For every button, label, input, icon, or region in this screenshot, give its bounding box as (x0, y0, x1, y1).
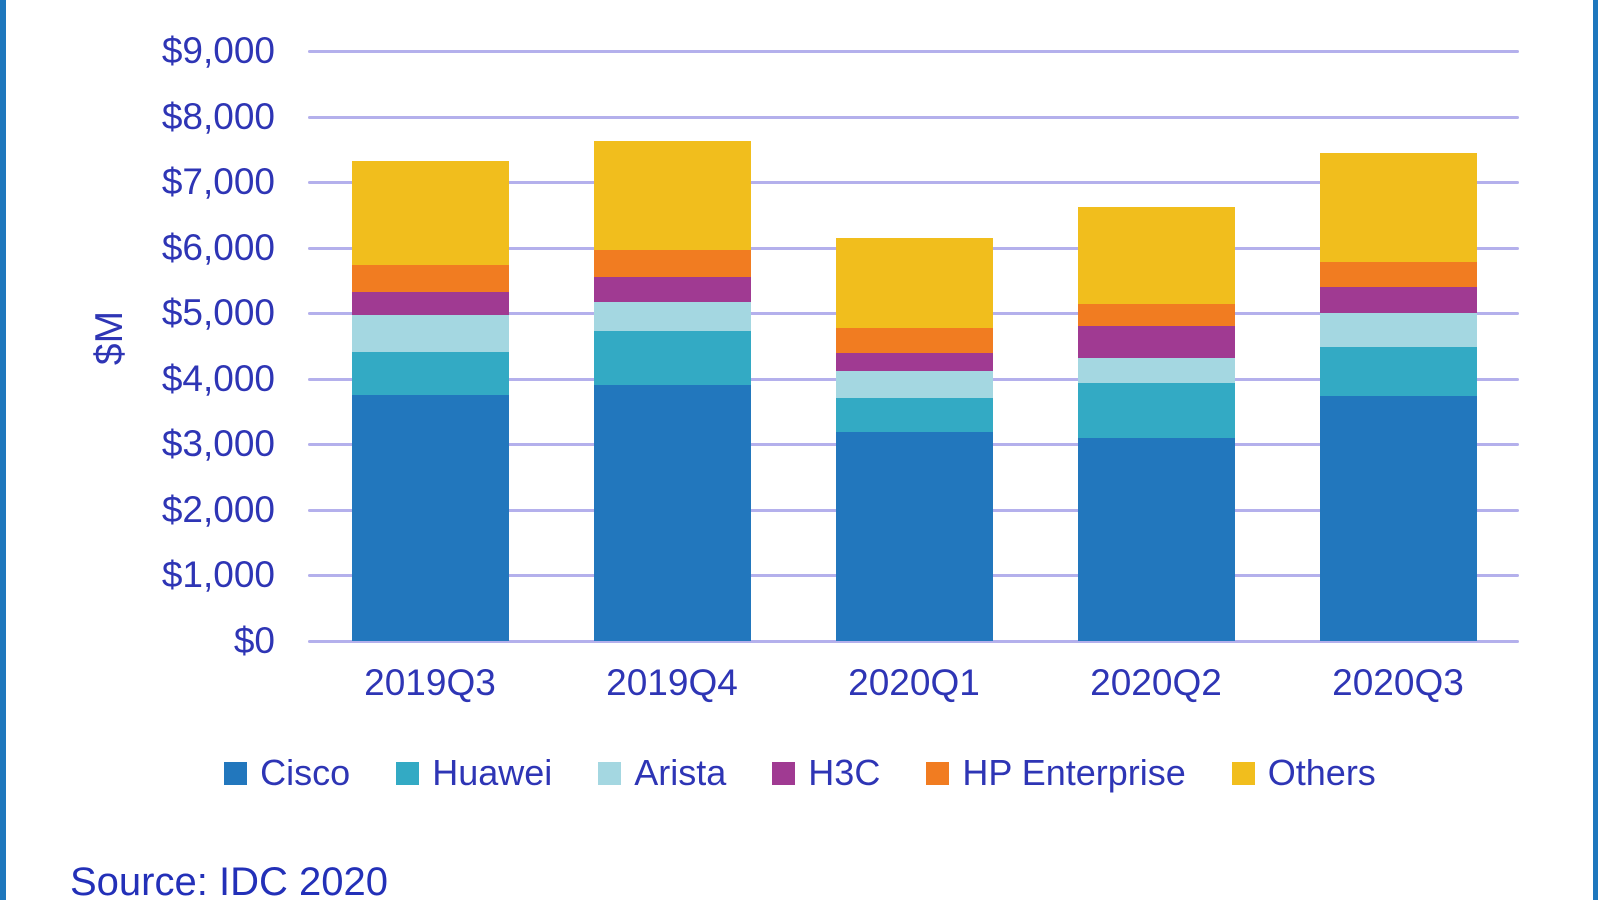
x-category-label-2020Q3: 2020Q3 (1332, 662, 1464, 703)
bar-segment-cisco-2020Q2 (1077, 438, 1235, 641)
y-axis-title: $M (88, 310, 131, 366)
bar-segment-hp-enterprise-2019Q3 (351, 265, 509, 293)
legend-label-cisco: Cisco (260, 752, 351, 793)
legend-label-others: Others (1267, 752, 1376, 793)
bar-segment-huawei-2020Q2 (1077, 383, 1235, 439)
y-tick-label: $0 (233, 620, 275, 661)
gridline-7000 (308, 181, 1519, 185)
legend-label-huawei: Huawei (432, 752, 553, 793)
bar-segment-huawei-2019Q3 (351, 351, 509, 396)
bar-segment-huawei-2020Q1 (835, 398, 993, 432)
x-category-label-2019Q4: 2019Q4 (606, 662, 738, 703)
legend-label-h3c: H3C (808, 752, 881, 793)
gridline-8000 (308, 115, 1519, 119)
bar-segment-others-2019Q4 (593, 141, 751, 251)
legend-swatch-hp-enterprise (926, 761, 950, 785)
bar-segment-hp-enterprise-2020Q1 (835, 328, 993, 354)
legend-item-h3c: H3C (772, 752, 880, 794)
bar-segment-hp-enterprise-2020Q3 (1319, 262, 1477, 287)
legend-swatch-others (1231, 761, 1255, 785)
y-tick-label: $7,000 (161, 161, 275, 203)
legend-item-cisco: Cisco (224, 752, 350, 794)
source-note: Source: IDC 2020 (70, 860, 388, 904)
legend-item-others: Others (1231, 752, 1376, 794)
legend-item-hp-enterprise: HP Enterprise (926, 752, 1186, 794)
x-category-label-2020Q2: 2020Q2 (1090, 662, 1222, 703)
bar-segment-cisco-2019Q4 (593, 385, 751, 641)
legend: Cisco Huawei Arista H3C HP Enterprise Others (0, 752, 1600, 794)
bar-segment-huawei-2019Q4 (593, 330, 751, 386)
bar-segment-cisco-2019Q3 (351, 395, 509, 641)
bar-segment-hp-enterprise-2020Q2 (1077, 304, 1235, 327)
y-tick-label: $6,000 (161, 226, 275, 268)
legend-swatch-cisco (224, 761, 248, 785)
bar-segment-cisco-2020Q3 (1319, 396, 1477, 641)
bar-segment-hp-enterprise-2019Q4 (593, 250, 751, 278)
legend-swatch-huawei (396, 761, 420, 785)
bar-segment-h3c-2020Q2 (1077, 326, 1235, 359)
legend-item-huawei: Huawei (396, 752, 552, 794)
bar-segment-arista-2020Q1 (835, 370, 993, 399)
bar-segment-others-2019Q3 (351, 161, 509, 266)
legend-swatch-h3c (772, 761, 796, 785)
legend-label-hp-enterprise: HP Enterprise (962, 752, 1186, 793)
y-tick-label: $4,000 (161, 357, 275, 399)
bar-segment-arista-2019Q3 (351, 315, 509, 352)
x-category-label-2020Q1: 2020Q1 (848, 662, 980, 703)
legend-swatch-arista (598, 761, 622, 785)
bar-segment-arista-2019Q4 (593, 302, 751, 331)
bar-segment-h3c-2020Q1 (835, 353, 993, 371)
bar-segment-arista-2020Q2 (1077, 358, 1235, 384)
y-tick-label: $8,000 (161, 95, 275, 137)
bar-segment-h3c-2019Q4 (593, 277, 751, 303)
bar-segment-huawei-2020Q3 (1319, 347, 1477, 397)
y-tick-label: $1,000 (161, 554, 275, 596)
legend-item-arista: Arista (598, 752, 726, 794)
y-tick-label: $5,000 (161, 292, 275, 334)
x-category-label-2019Q3: 2019Q3 (364, 662, 496, 703)
gridline-0 (308, 640, 1519, 643)
bar-segment-h3c-2020Q3 (1319, 286, 1477, 314)
y-tick-label: $9,000 (161, 29, 275, 71)
bar-segment-others-2020Q1 (835, 238, 993, 329)
bar-segment-h3c-2019Q3 (351, 292, 509, 316)
y-tick-label: $3,000 (161, 423, 275, 465)
y-tick-label: $2,000 (161, 488, 275, 530)
legend-label-arista: Arista (634, 752, 727, 793)
bar-segment-others-2020Q2 (1077, 206, 1235, 304)
bar-segment-arista-2020Q3 (1319, 313, 1477, 348)
bar-segment-cisco-2020Q1 (835, 431, 993, 641)
slide-border-left (0, 0, 6, 900)
gridline-9000 (308, 49, 1519, 53)
bar-segment-others-2020Q3 (1319, 153, 1477, 263)
slide-border-right (1593, 0, 1598, 900)
